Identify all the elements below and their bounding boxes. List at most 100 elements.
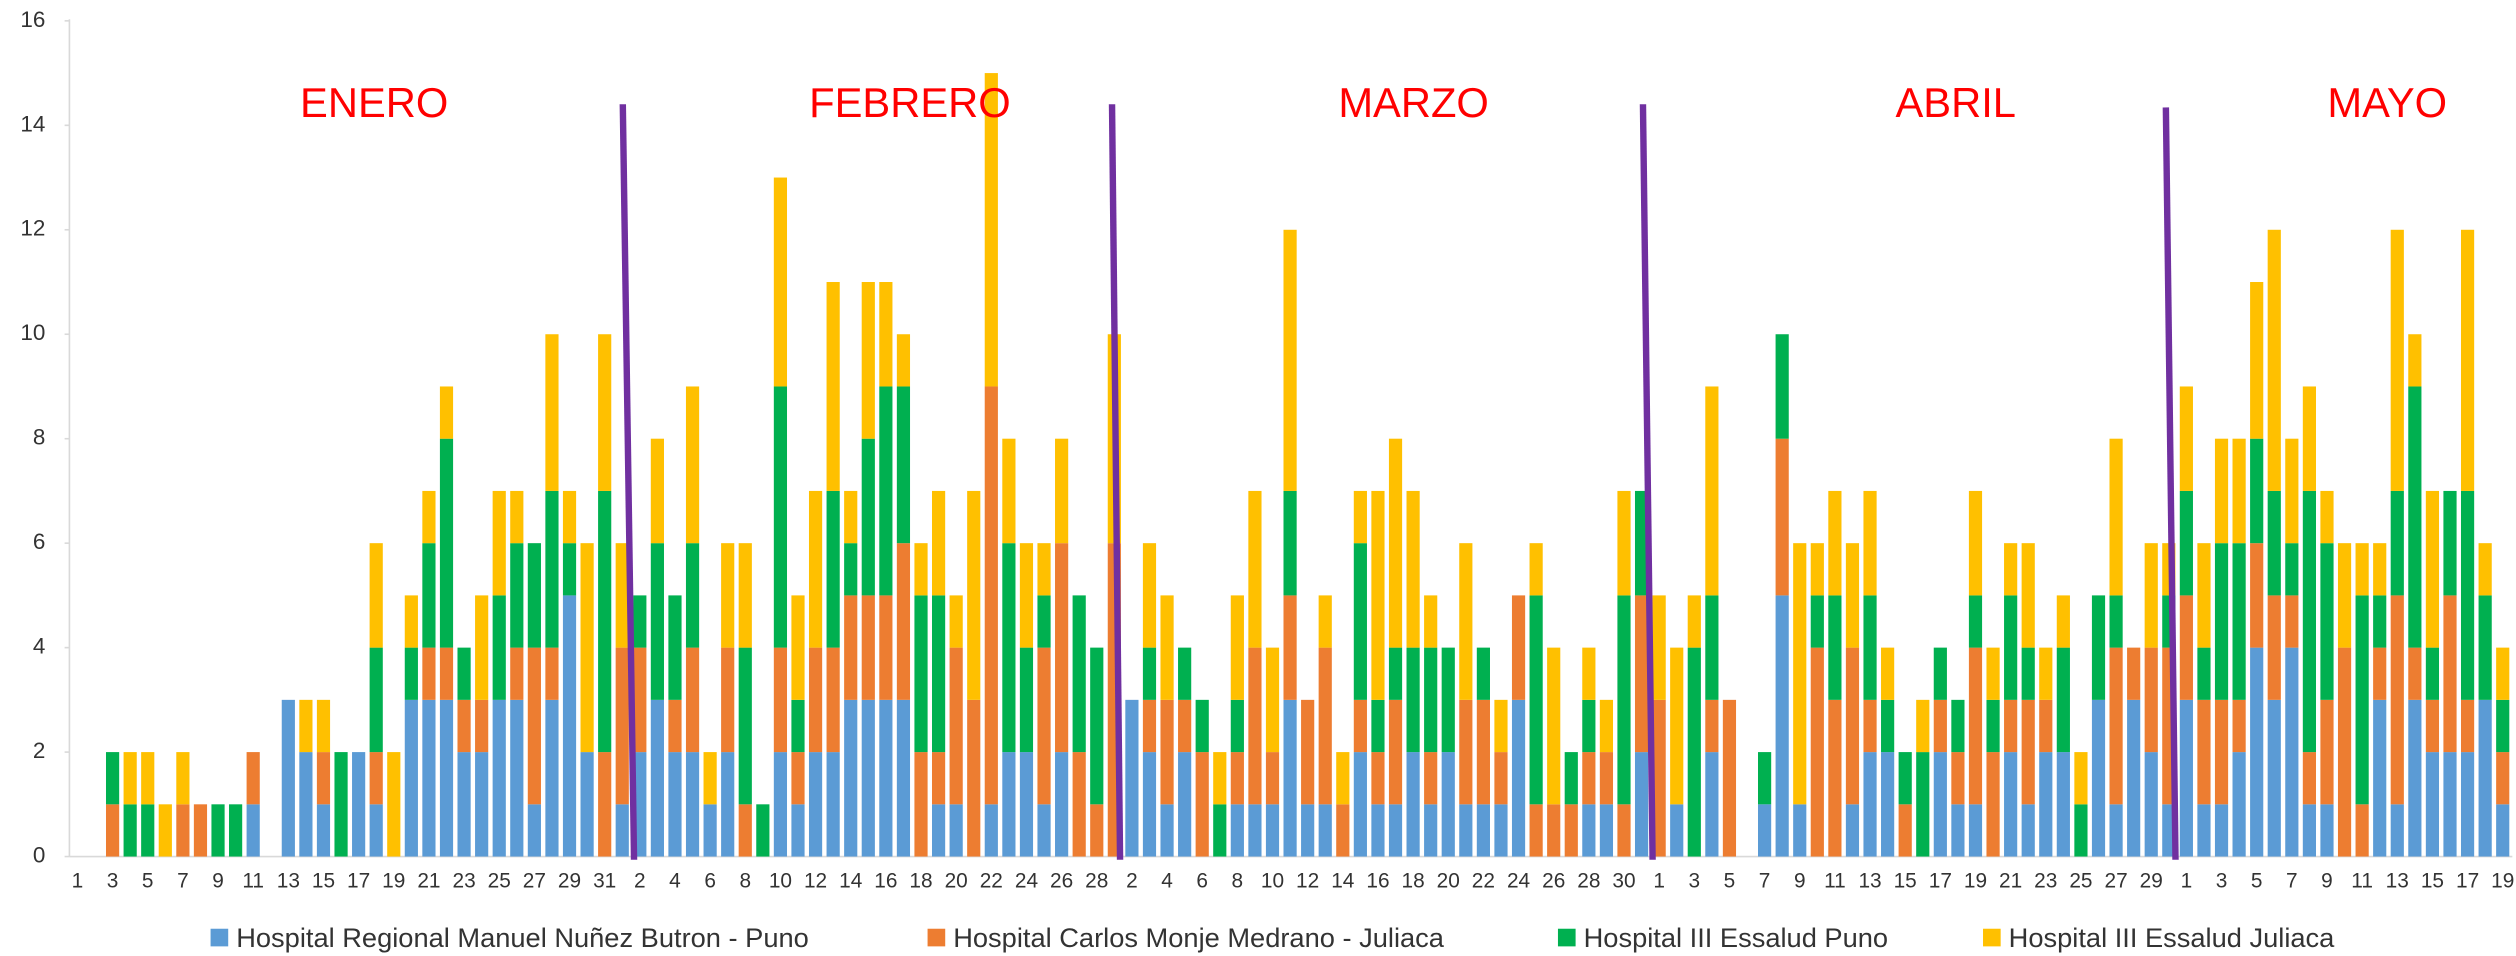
bar-segment (826, 282, 840, 491)
bar-segment (1336, 804, 1350, 857)
bar-segment (422, 543, 436, 648)
bar-segment (1301, 699, 1315, 805)
bar-segment (2039, 647, 2053, 700)
bar-segment (2425, 647, 2440, 700)
bar-segment (1758, 752, 1772, 805)
bar-segment (2197, 804, 2211, 857)
bar-segment (1916, 699, 1930, 753)
bar-segment (2443, 595, 2457, 753)
bar-segment (1371, 699, 1385, 753)
bar-segment (1951, 699, 1965, 753)
bar-segment (633, 647, 647, 753)
bar-segment (1459, 699, 1473, 805)
bar-segment (439, 647, 454, 700)
x-tick-label: 28 (1085, 870, 1108, 893)
bar-segment (1863, 699, 1877, 753)
bar-segment (2074, 752, 2088, 805)
bar-segment (2355, 595, 2369, 805)
bar-segment (1810, 647, 1824, 857)
bar-segment (949, 595, 963, 648)
bar-segment (2302, 490, 2316, 753)
bar-segment (141, 804, 155, 857)
x-tick-label: 12 (804, 870, 827, 893)
bar-segment (1406, 647, 1420, 753)
month-label: ENERO (300, 79, 448, 126)
x-tick-label: 3 (107, 870, 119, 893)
bar-segment (2039, 752, 2053, 857)
bar-segment (2179, 490, 2193, 596)
legend-label: Hospital Carlos Monje Medrano - Juliaca (953, 922, 1445, 953)
bar-segment (123, 752, 137, 805)
bar-segment (2109, 595, 2123, 648)
bar-segment (1406, 752, 1420, 857)
bar-segment (1476, 647, 1490, 700)
y-tick-label: 2 (33, 738, 45, 763)
bar-segment (773, 752, 788, 857)
bar-segment (2214, 804, 2229, 857)
bar-segment (1142, 543, 1157, 648)
bar-segment (2355, 543, 2369, 596)
bar-segment (1582, 699, 1596, 753)
bar-segment (896, 386, 911, 544)
bar-segment (1283, 229, 1297, 491)
x-tick-label: 13 (2386, 870, 2409, 893)
bar-segment (422, 490, 436, 544)
x-tick-label: 20 (945, 870, 968, 893)
bar-segment (229, 804, 243, 857)
y-tick-label: 6 (33, 529, 45, 554)
bar-segment (1599, 752, 1614, 805)
bar-segment (2320, 699, 2334, 805)
bar-segment (299, 752, 313, 857)
bar-segment (2021, 543, 2035, 648)
x-tick-label: 25 (2069, 870, 2092, 893)
bar-segment (2250, 647, 2264, 857)
bar-segment (879, 386, 893, 596)
bar-segment (2408, 334, 2422, 387)
bar-segment (475, 699, 489, 753)
x-tick-label: 7 (1759, 870, 1771, 893)
bar-segment (1055, 438, 1069, 544)
bar-segment (1793, 804, 1807, 857)
bar-segment (2056, 595, 2070, 648)
bar-segment (2337, 543, 2352, 648)
bar-segment (2232, 752, 2246, 857)
bar-segment (2214, 699, 2229, 805)
bar-segment (879, 595, 893, 700)
bar-segment (2214, 438, 2229, 544)
bar-segment (1424, 804, 1438, 857)
bar-segment (650, 699, 664, 857)
x-tick-label: 8 (1232, 870, 1244, 893)
x-tick-label: 2 (1126, 870, 1138, 893)
bar-segment (1933, 647, 1947, 700)
bar-segment (2320, 804, 2334, 857)
bar-segment (1318, 647, 1332, 805)
bar-segment (1582, 804, 1596, 857)
bar-segment (2197, 699, 2211, 805)
y-tick-label: 14 (20, 111, 45, 136)
bar-segment (1863, 595, 1877, 700)
bar-segment (369, 647, 383, 753)
x-tick-label: 3 (2216, 870, 2228, 893)
bar-segment (1055, 752, 1069, 857)
x-tick-label: 11 (2351, 870, 2373, 893)
month-label: MARZO (1338, 79, 1489, 126)
bar-segment (1670, 804, 1684, 857)
bar-segment (2021, 699, 2035, 805)
bar-segment (1002, 543, 1016, 753)
bar-segment (2320, 490, 2334, 544)
x-tick-label: 10 (1261, 870, 1284, 893)
bar-segment (844, 699, 858, 857)
bar-segment (1178, 699, 1192, 753)
bar-segment (1019, 543, 1034, 648)
bar-segment (1353, 543, 1367, 700)
bar-segment (896, 699, 911, 857)
bar-segment (2302, 804, 2316, 857)
bar-segment (422, 647, 436, 700)
legend-swatch (1557, 928, 1576, 947)
bar-segment (1705, 386, 1719, 596)
bar-segment (914, 595, 928, 753)
bar-segment (2390, 804, 2404, 857)
x-tick-label: 24 (1015, 870, 1038, 893)
bar-segment (246, 752, 260, 805)
